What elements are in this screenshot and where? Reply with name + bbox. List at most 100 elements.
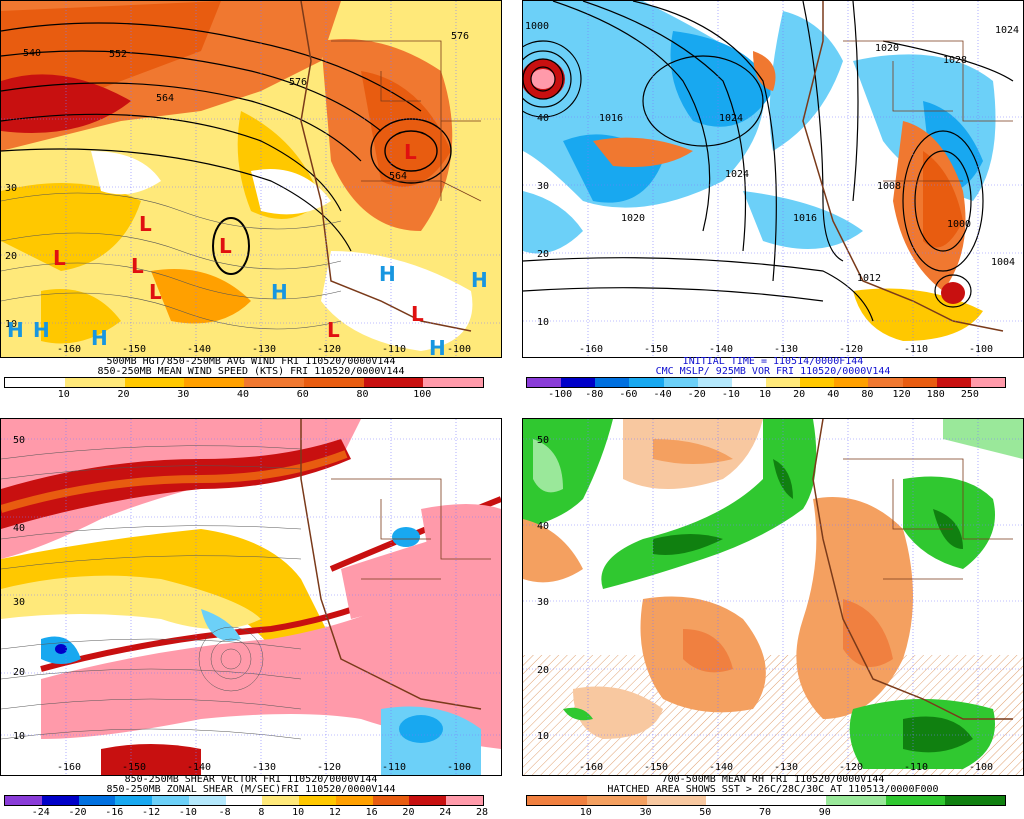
colorbar-segment [595, 378, 630, 387]
lat-label: 20 [537, 665, 549, 676]
contour-label: 540 [23, 48, 41, 59]
lon-label: -110 [904, 762, 928, 773]
colorbar-ticks: 10 20 30 40 60 80 100 [4, 390, 482, 400]
high-pressure-symbol: H [33, 318, 50, 342]
colorbar-tick-label: 12 [328, 807, 341, 818]
lon-label: -120 [839, 344, 863, 355]
lon-label: -120 [317, 762, 341, 773]
isobar-label: 1004 [991, 257, 1015, 268]
map-zonal-shear[interactable]: 50 40 30 20 10 -160 -150 -140 -130 -120 … [0, 418, 502, 776]
lon-label: -110 [904, 344, 928, 355]
colorbar-tick-label: 10 [292, 807, 305, 818]
colorbar-segment [936, 378, 971, 387]
low-pressure-symbol: L [53, 246, 66, 270]
lon-label: -120 [839, 762, 863, 773]
isobar-label: 1028 [943, 55, 967, 66]
lon-label: -150 [644, 762, 668, 773]
caption-line-2: 850-250MB MEAN WIND SPEED (KTS) FRI 1105… [97, 366, 405, 377]
contour-label: 576 [451, 31, 469, 42]
isobar-label: 1000 [947, 219, 971, 230]
colorbar-tick-label: 80 [356, 389, 369, 400]
lon-label: -160 [57, 344, 81, 355]
colorbar-tick-label: -10 [721, 389, 740, 400]
colorbar-segment [115, 796, 153, 805]
colorbar-segment [902, 378, 937, 387]
lat-label: 20 [537, 249, 549, 260]
high-pressure-symbol: H [379, 262, 396, 286]
colorbar-segment [372, 796, 410, 805]
lat-label: 30 [537, 181, 549, 192]
lat-label: 40 [537, 521, 549, 532]
lon-label: -140 [709, 344, 733, 355]
low-pressure-symbol: L [219, 234, 232, 258]
map-mean-rh[interactable]: 50 40 30 20 10 -160 -150 -140 -130 -120 … [522, 418, 1024, 776]
colorbar-tick-label: 40 [827, 389, 840, 400]
colorbar-segment [586, 796, 647, 805]
colorbar-tick-label: 250 [960, 389, 979, 400]
lon-label: -150 [122, 344, 146, 355]
isobar-label: 1020 [621, 213, 645, 224]
high-pressure-symbol: H [429, 336, 446, 357]
lon-label: -140 [187, 762, 211, 773]
colorbar-tick-label: 30 [639, 807, 652, 818]
colorbar-segment [706, 796, 766, 805]
colorbar-tick-label: 120 [892, 389, 911, 400]
map-mslp-vorticity[interactable]: 40 30 20 10 -160 -150 -140 -130 -120 -11… [522, 0, 1024, 358]
colorbar-tick-label: -10 [178, 807, 197, 818]
high-pressure-symbol: H [91, 326, 108, 350]
colorbar-segment [188, 796, 226, 805]
isobar-label: 1008 [877, 181, 901, 192]
contour-label: 576 [289, 77, 307, 88]
high-pressure-symbol: H [7, 318, 24, 342]
colorbar-tick-label: -24 [31, 807, 50, 818]
colorbar-segment [299, 796, 336, 805]
colorbar-segment [409, 796, 447, 805]
colorbar-segment [945, 796, 1005, 805]
colorbar-segment [629, 378, 664, 387]
lat-label: 30 [5, 183, 17, 194]
colorbar-tick-label: -60 [619, 389, 638, 400]
lon-label: -110 [382, 344, 406, 355]
lat-label: 50 [13, 435, 25, 446]
lon-label: -100 [447, 762, 471, 773]
colorbar-segment [262, 796, 300, 805]
colorbar-segment [5, 796, 42, 805]
lon-label: -100 [969, 344, 993, 355]
caption-line-1: INITIAL TIME = 110514/0000F144 [682, 356, 864, 367]
low-pressure-symbol: L [327, 318, 340, 342]
colorbar-segment [423, 378, 483, 387]
colorbar-segment [697, 378, 732, 387]
lat-label: 30 [13, 597, 25, 608]
lat-label: 10 [5, 319, 17, 330]
colorbar-tick-label: -40 [653, 389, 672, 400]
colorbar-segment [152, 796, 189, 805]
lon-label: -110 [382, 762, 406, 773]
lon-label: -140 [187, 344, 211, 355]
colorbar-tick-label: 16 [365, 807, 378, 818]
colorbar-segment [868, 378, 903, 387]
map-wind-speed[interactable]: 30 20 10 -160 -150 -140 -130 -120 -110 -… [0, 0, 502, 358]
high-pressure-symbol: H [471, 268, 488, 292]
colorbar-tick-label: 30 [177, 389, 190, 400]
isobar-label: 1016 [599, 113, 623, 124]
colorbar-tick-label: 20 [793, 389, 806, 400]
colorbar [526, 795, 1006, 806]
colorbar-tick-label: 10 [57, 389, 70, 400]
caption-line-2: 850-250MB ZONAL SHEAR (M/SEC)FRI 110520/… [106, 784, 396, 795]
caption-line-2: HATCHED AREA SHOWS SST > 26C/28C/30C AT … [607, 784, 939, 795]
low-pressure-symbol: L [139, 212, 152, 236]
colorbar-segment [363, 378, 424, 387]
isobar-label: 1000 [525, 21, 549, 32]
lon-label: -150 [122, 762, 146, 773]
colorbar-segment [78, 796, 116, 805]
colorbar-tick-label: 40 [236, 389, 250, 400]
colorbar-segment [124, 378, 185, 387]
colorbar-segment [561, 378, 596, 387]
colorbar-tick-label: 90 [818, 807, 831, 818]
isobar-label: 1024 [995, 25, 1019, 36]
lon-label: -160 [57, 762, 81, 773]
isobar-label: 1024 [719, 113, 743, 124]
lat-label: 40 [13, 523, 25, 534]
colorbar-ticks: 10 30 50 70 90 [526, 808, 1004, 818]
